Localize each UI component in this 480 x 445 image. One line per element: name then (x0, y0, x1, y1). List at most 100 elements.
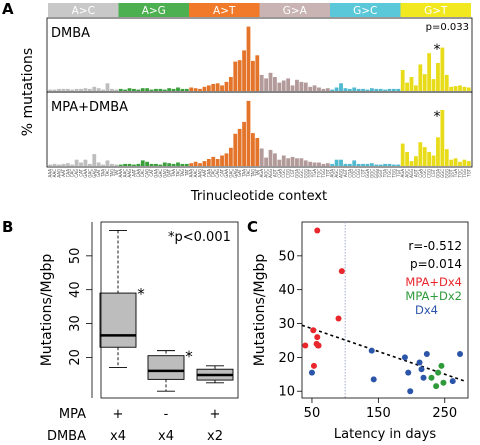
context-label: CAG (215, 169, 220, 178)
point-mpa-dx4 (310, 327, 317, 334)
mutation-bar (184, 163, 189, 166)
context-label: GAC (158, 169, 163, 178)
panel-b-ytick-label: 50 (68, 248, 83, 265)
context-label: TGG (462, 169, 467, 179)
context-label: AGG (409, 169, 414, 178)
mutation-bar (92, 86, 97, 91)
mutation-bar (400, 143, 405, 166)
mutation-bar (48, 89, 53, 91)
mutation-bar (105, 83, 110, 91)
context-label: TAT (255, 168, 260, 177)
point-dx4 (368, 347, 375, 354)
mutation-bar (180, 163, 185, 166)
legend-dx4: Dx4 (415, 303, 438, 317)
legend-mpa-dx2: MPA+Dx2 (405, 289, 462, 303)
panel-letter-b: B (2, 218, 13, 236)
legend-mpa-dx4: MPA+Dx4 (405, 275, 462, 289)
context-label: AAG (57, 169, 62, 178)
mutation-bar (422, 74, 427, 91)
panel-c-xtick-label: 250 (432, 406, 457, 421)
mutation-bar (431, 79, 436, 91)
point-dx4 (416, 359, 423, 366)
mutation-bar (365, 163, 370, 166)
panel-c-xtick-label: 50 (304, 406, 321, 421)
mutation-bar (361, 163, 365, 166)
context-label: GGC (369, 169, 374, 178)
box (99, 292, 137, 348)
mutation-bar (255, 55, 260, 91)
context-label: GAC (87, 169, 92, 178)
dmba-bars (48, 26, 471, 92)
mutation-bar (391, 88, 396, 91)
context-label: GGG (374, 169, 379, 178)
panel-a-bottom-frame (46, 91, 473, 168)
mutation-bar (118, 88, 123, 91)
mutation-bar (343, 163, 348, 166)
mutation-bar (224, 81, 229, 91)
mutation-bar (378, 88, 383, 91)
mutation-bar (202, 161, 207, 166)
mutation-bar (387, 163, 392, 166)
mutation-bar (453, 86, 458, 91)
mutation-bar (418, 64, 423, 91)
mutation-bar (105, 160, 110, 166)
mutation-bar (127, 88, 132, 91)
dmba-row-label: DMBA (47, 429, 86, 444)
point-mpa-dx2 (433, 383, 440, 390)
panel-b-group-labels: + x4 - x4 + x2 (110, 407, 223, 444)
context-label: AAA (118, 169, 123, 178)
panel-c-ytick-label: 20 (278, 351, 295, 366)
context-label: TGT (325, 168, 330, 177)
context-label: CAC (70, 169, 75, 177)
context-label: CAT (220, 168, 225, 176)
mutation-bar (176, 87, 180, 91)
mutation-bar (158, 164, 163, 166)
mutation-bar (259, 74, 264, 91)
context-label: CGT (431, 168, 436, 177)
context-label: AGT (343, 168, 348, 177)
context-label: AAG (127, 169, 132, 178)
mutation-bar (414, 156, 418, 166)
mutation-bar (162, 162, 167, 166)
panel-a-pvalue: p=0.033 (426, 22, 469, 33)
panel-c-ytick-label: 50 (278, 249, 295, 264)
mutation-bar (409, 161, 414, 166)
class-header-A-T (189, 3, 260, 17)
context-label: AAA (48, 169, 53, 178)
mutation-bar (228, 77, 233, 91)
mutation-bar (347, 163, 352, 166)
context-label: GAG (92, 169, 97, 178)
mutation-bar (118, 164, 123, 166)
mutation-bar (458, 85, 462, 91)
mutation-bar (74, 88, 79, 91)
mutation-bar (154, 88, 158, 91)
mutation-bar (52, 89, 57, 91)
mutation-bar (330, 89, 335, 91)
point-mpa-dx2 (438, 362, 445, 369)
context-label: CGG (286, 169, 291, 178)
mutation-bar (162, 89, 167, 91)
mutation-bar (418, 142, 423, 166)
mutation-bar (127, 163, 132, 166)
mutation-bar (374, 88, 379, 91)
mutation-bar (422, 147, 427, 166)
point-mpa-dx4 (310, 362, 317, 369)
panel-b-ytick-label: 30 (68, 315, 83, 332)
mutation-bar (132, 88, 136, 91)
context-label: TAT (184, 168, 189, 177)
context-label: GAA (83, 169, 88, 178)
significance-star: * (137, 285, 145, 303)
mutation-bar (321, 163, 326, 166)
context-label: GAT (167, 168, 172, 177)
mutation-bar (317, 87, 321, 91)
class-header-label: A>G (142, 5, 166, 17)
context-label: AAC (52, 169, 57, 178)
point-dx4 (457, 351, 464, 357)
context-label: GGC (299, 169, 304, 178)
mutation-bar (206, 159, 211, 166)
panel-c-xlabel: Latency in days (334, 427, 436, 442)
mutation-bar (220, 85, 224, 91)
mutation-bar (356, 163, 361, 166)
context-label: TGC (316, 169, 321, 179)
